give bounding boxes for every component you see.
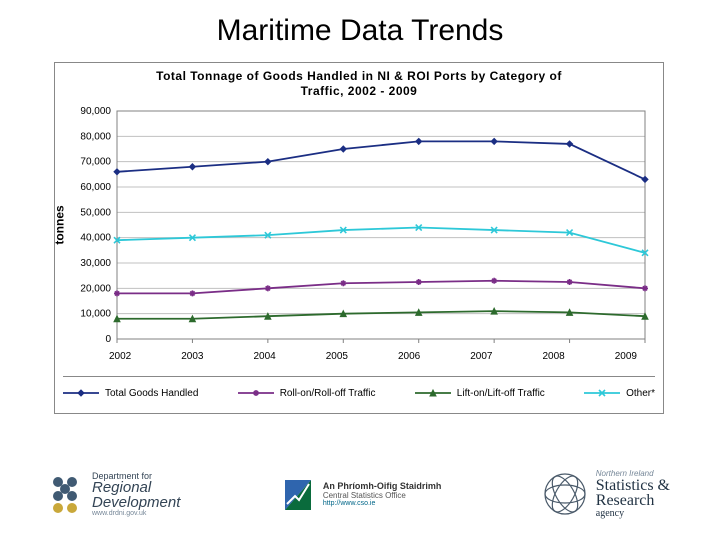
x-tick-label: 2003 (181, 351, 203, 362)
page-title: Maritime Data Trends (0, 14, 720, 48)
drd-line2b: Development (92, 494, 180, 511)
svg-text:30,000: 30,000 (80, 258, 111, 269)
x-tick-label: 2004 (254, 351, 276, 362)
cso-icon (281, 474, 315, 514)
svg-text:0: 0 (105, 334, 111, 345)
x-axis-categories: 2002 2003 2004 2005 2006 2007 2008 2009 (109, 351, 637, 362)
x-tick-label: 2009 (615, 351, 637, 362)
svg-text:50,000: 50,000 (80, 207, 111, 218)
y-axis-label: tonnes (49, 105, 71, 345)
footer-logos: Department for RegionalDevelopment www.d… (50, 462, 670, 526)
logo-regional-development: Department for RegionalDevelopment www.d… (50, 471, 180, 517)
logo-cso: An Phríomh-Oifig Staidrimh Central Stati… (281, 474, 442, 514)
nisra-line2b: Research (596, 492, 655, 509)
cso-url: http://www.cso.ie (323, 500, 442, 507)
nisra-icon (542, 471, 588, 517)
svg-text:80,000: 80,000 (80, 131, 111, 142)
cso-en: Central Statistics Office (323, 491, 442, 500)
slide: Maritime Data Trends Total Tonnage of Go… (0, 0, 720, 540)
svg-text:70,000: 70,000 (80, 157, 111, 168)
nisra-line3: agency (596, 508, 670, 519)
svg-text:60,000: 60,000 (80, 182, 111, 193)
x-tick-label: 2005 (326, 351, 348, 362)
svg-text:20,000: 20,000 (80, 283, 111, 294)
chart-title: Total Tonnage of Goods Handled in NI & R… (63, 69, 655, 99)
legend-label: Total Goods Handled (105, 388, 198, 399)
legend-item: Lift-on/Lift-off Traffic (415, 387, 545, 399)
plot-area: tonnes 010,00020,00030,00040,00050,00060… (63, 105, 655, 345)
svg-text:10,000: 10,000 (80, 309, 111, 320)
chart-legend: Total Goods Handled Roll-on/Roll-off Traf… (63, 376, 655, 399)
legend-item: Roll-on/Roll-off Traffic (238, 387, 376, 399)
legend-item: Total Goods Handled (63, 387, 198, 399)
x-tick-label: 2007 (470, 351, 492, 362)
legend-label: Other* (626, 388, 655, 399)
chart-title-line2: Traffic, 2002 - 2009 (301, 84, 418, 98)
drd-url: www.drdni.gov.uk (92, 510, 180, 517)
logo-nisra: Northern Ireland Statistics &Research ag… (542, 469, 670, 519)
legend-label: Lift-on/Lift-off Traffic (457, 388, 545, 399)
svg-text:90,000: 90,000 (80, 106, 111, 117)
drd-icon (50, 474, 84, 514)
chart-container: Total Tonnage of Goods Handled in NI & R… (54, 62, 664, 414)
chart-svg: 0 10,000 20,000 30,000 40,000 50,000 60,000 70,… (63, 105, 655, 345)
x-tick-label: 2002 (109, 351, 131, 362)
cso-ga: An Phríomh-Oifig Staidrimh (323, 481, 442, 491)
x-tick-label: 2006 (398, 351, 420, 362)
legend-label: Roll-on/Roll-off Traffic (280, 388, 376, 399)
legend-item: Other* (584, 387, 655, 399)
x-tick-label: 2008 (543, 351, 565, 362)
svg-text:40,000: 40,000 (80, 233, 111, 244)
chart-title-line1: Total Tonnage of Goods Handled in NI & R… (156, 69, 562, 83)
